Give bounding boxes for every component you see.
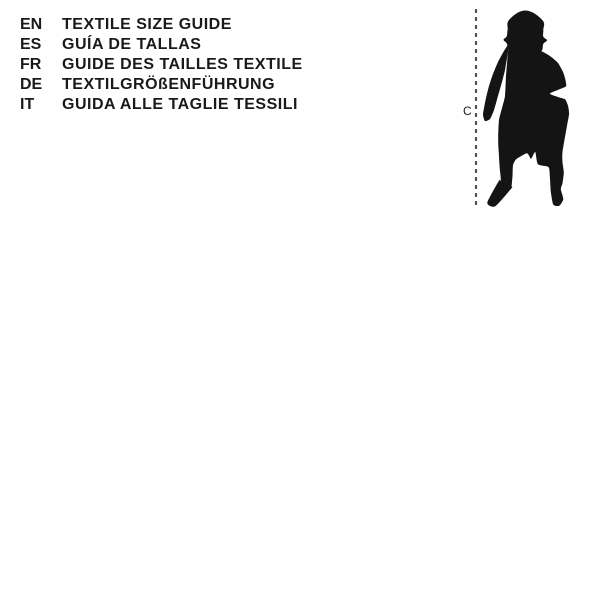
svg-text:C: C — [463, 104, 472, 118]
